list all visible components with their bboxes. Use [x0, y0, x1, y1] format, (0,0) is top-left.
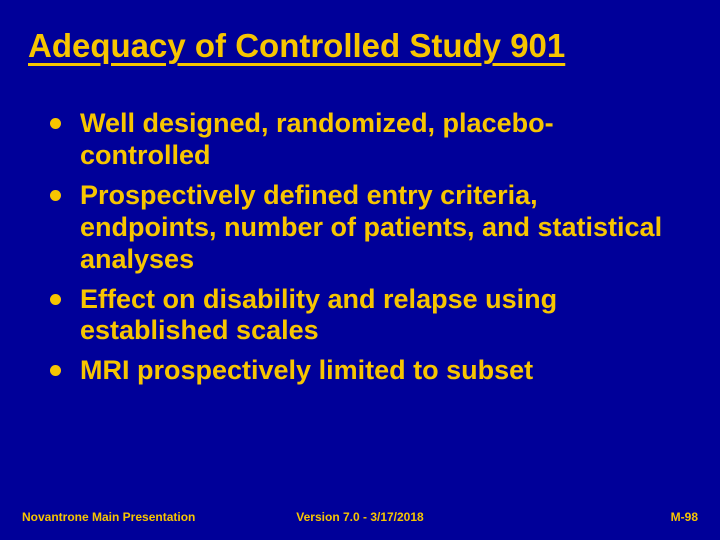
- title-region: Adequacy of Controlled Study 901: [0, 0, 720, 70]
- bullet-item: Prospectively defined entry criteria, en…: [54, 180, 680, 276]
- bullet-list: Well designed, randomized, placebo-contr…: [0, 70, 720, 387]
- bullet-item: Effect on disability and relapse using e…: [54, 284, 680, 348]
- bullet-item: Well designed, randomized, placebo-contr…: [54, 108, 680, 172]
- slide-title: Adequacy of Controlled Study 901: [28, 28, 692, 64]
- footer-right: M-98: [671, 510, 698, 524]
- bullet-item: MRI prospectively limited to subset: [54, 355, 680, 387]
- footer: Novantrone Main Presentation Version 7.0…: [0, 510, 720, 524]
- footer-center: Version 7.0 - 3/17/2018: [296, 510, 423, 524]
- slide: Adequacy of Controlled Study 901 Well de…: [0, 0, 720, 540]
- footer-left: Novantrone Main Presentation: [22, 510, 195, 524]
